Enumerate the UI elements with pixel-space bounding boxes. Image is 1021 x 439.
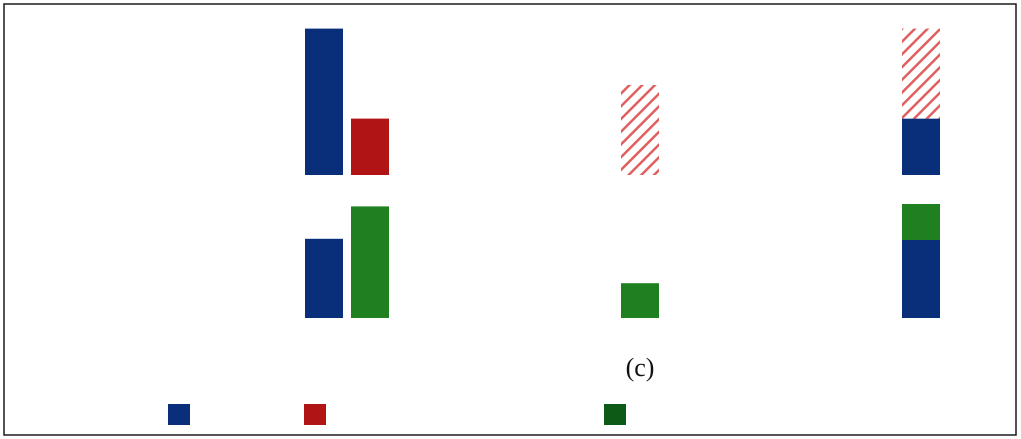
- bar-row2-group2-bar1: [621, 283, 659, 318]
- legend-swatch-1: [168, 404, 190, 425]
- bars-layer: [305, 28, 940, 318]
- bar-row1-group3-bar2: [902, 28, 940, 119]
- panel-label: (c): [626, 353, 655, 382]
- legend-swatch-2: [304, 404, 326, 425]
- bar-row2-group3-bar2: [902, 204, 940, 240]
- figure-frame: [3, 3, 1017, 436]
- bar-row1-group3-bar1: [902, 118, 940, 175]
- bar-row2-group3-bar1: [902, 240, 940, 318]
- bar-row1-group2-bar1: [621, 85, 659, 175]
- legend-swatch-3: [604, 404, 626, 425]
- bar-row1-group1-bar1: [305, 28, 343, 175]
- legend: [168, 404, 626, 425]
- bar-row1-group1-bar2: [351, 118, 389, 175]
- bar-row2-group1-bar2: [351, 206, 389, 318]
- bar-row2-group1-bar1: [305, 238, 343, 318]
